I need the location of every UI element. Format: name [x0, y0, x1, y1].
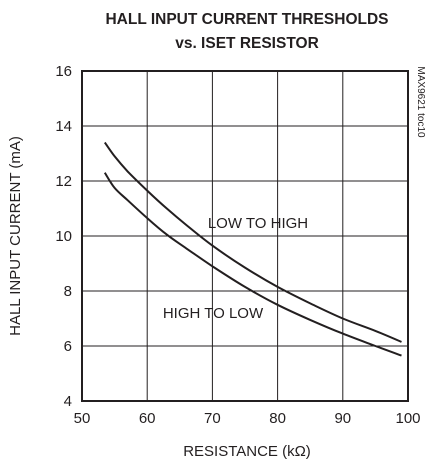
x-tick-label: 80 [269, 410, 286, 427]
y-tick-label: 12 [55, 173, 72, 190]
series-line-high-to-low [103, 172, 402, 357]
series-lines [103, 141, 402, 357]
y-axis-label: HALL INPUT CURRENT (mA) [7, 136, 24, 336]
x-tick-label: 60 [139, 410, 156, 427]
grid [82, 71, 408, 401]
x-tick-label: 50 [74, 410, 91, 427]
y-tick-label: 16 [55, 63, 72, 80]
y-tick-label: 10 [55, 228, 72, 245]
x-tick-label: 100 [395, 410, 420, 427]
tick-labels: 50 60 70 80 90 100 4 6 8 10 12 14 16 [55, 63, 420, 427]
side-note: MAX9621 toc10 [415, 66, 426, 138]
x-tick-label: 90 [334, 410, 351, 427]
y-tick-label: 4 [64, 393, 72, 410]
chart-title-line2: vs. ISET RESISTOR [175, 35, 319, 52]
annotation-high-to-low: HIGH TO LOW [163, 305, 264, 322]
y-tick-label: 8 [64, 283, 72, 300]
annotation-low-to-high: LOW TO HIGH [208, 215, 308, 232]
y-tick-label: 6 [64, 338, 72, 355]
chart-title-line1: HALL INPUT CURRENT THRESHOLDS [105, 11, 388, 28]
x-tick-label: 70 [204, 410, 221, 427]
series-line-low-to-high [103, 141, 402, 343]
x-axis-label: RESISTANCE (kΩ) [183, 443, 311, 460]
plot-frame [81, 70, 409, 402]
y-tick-label: 14 [55, 118, 72, 135]
